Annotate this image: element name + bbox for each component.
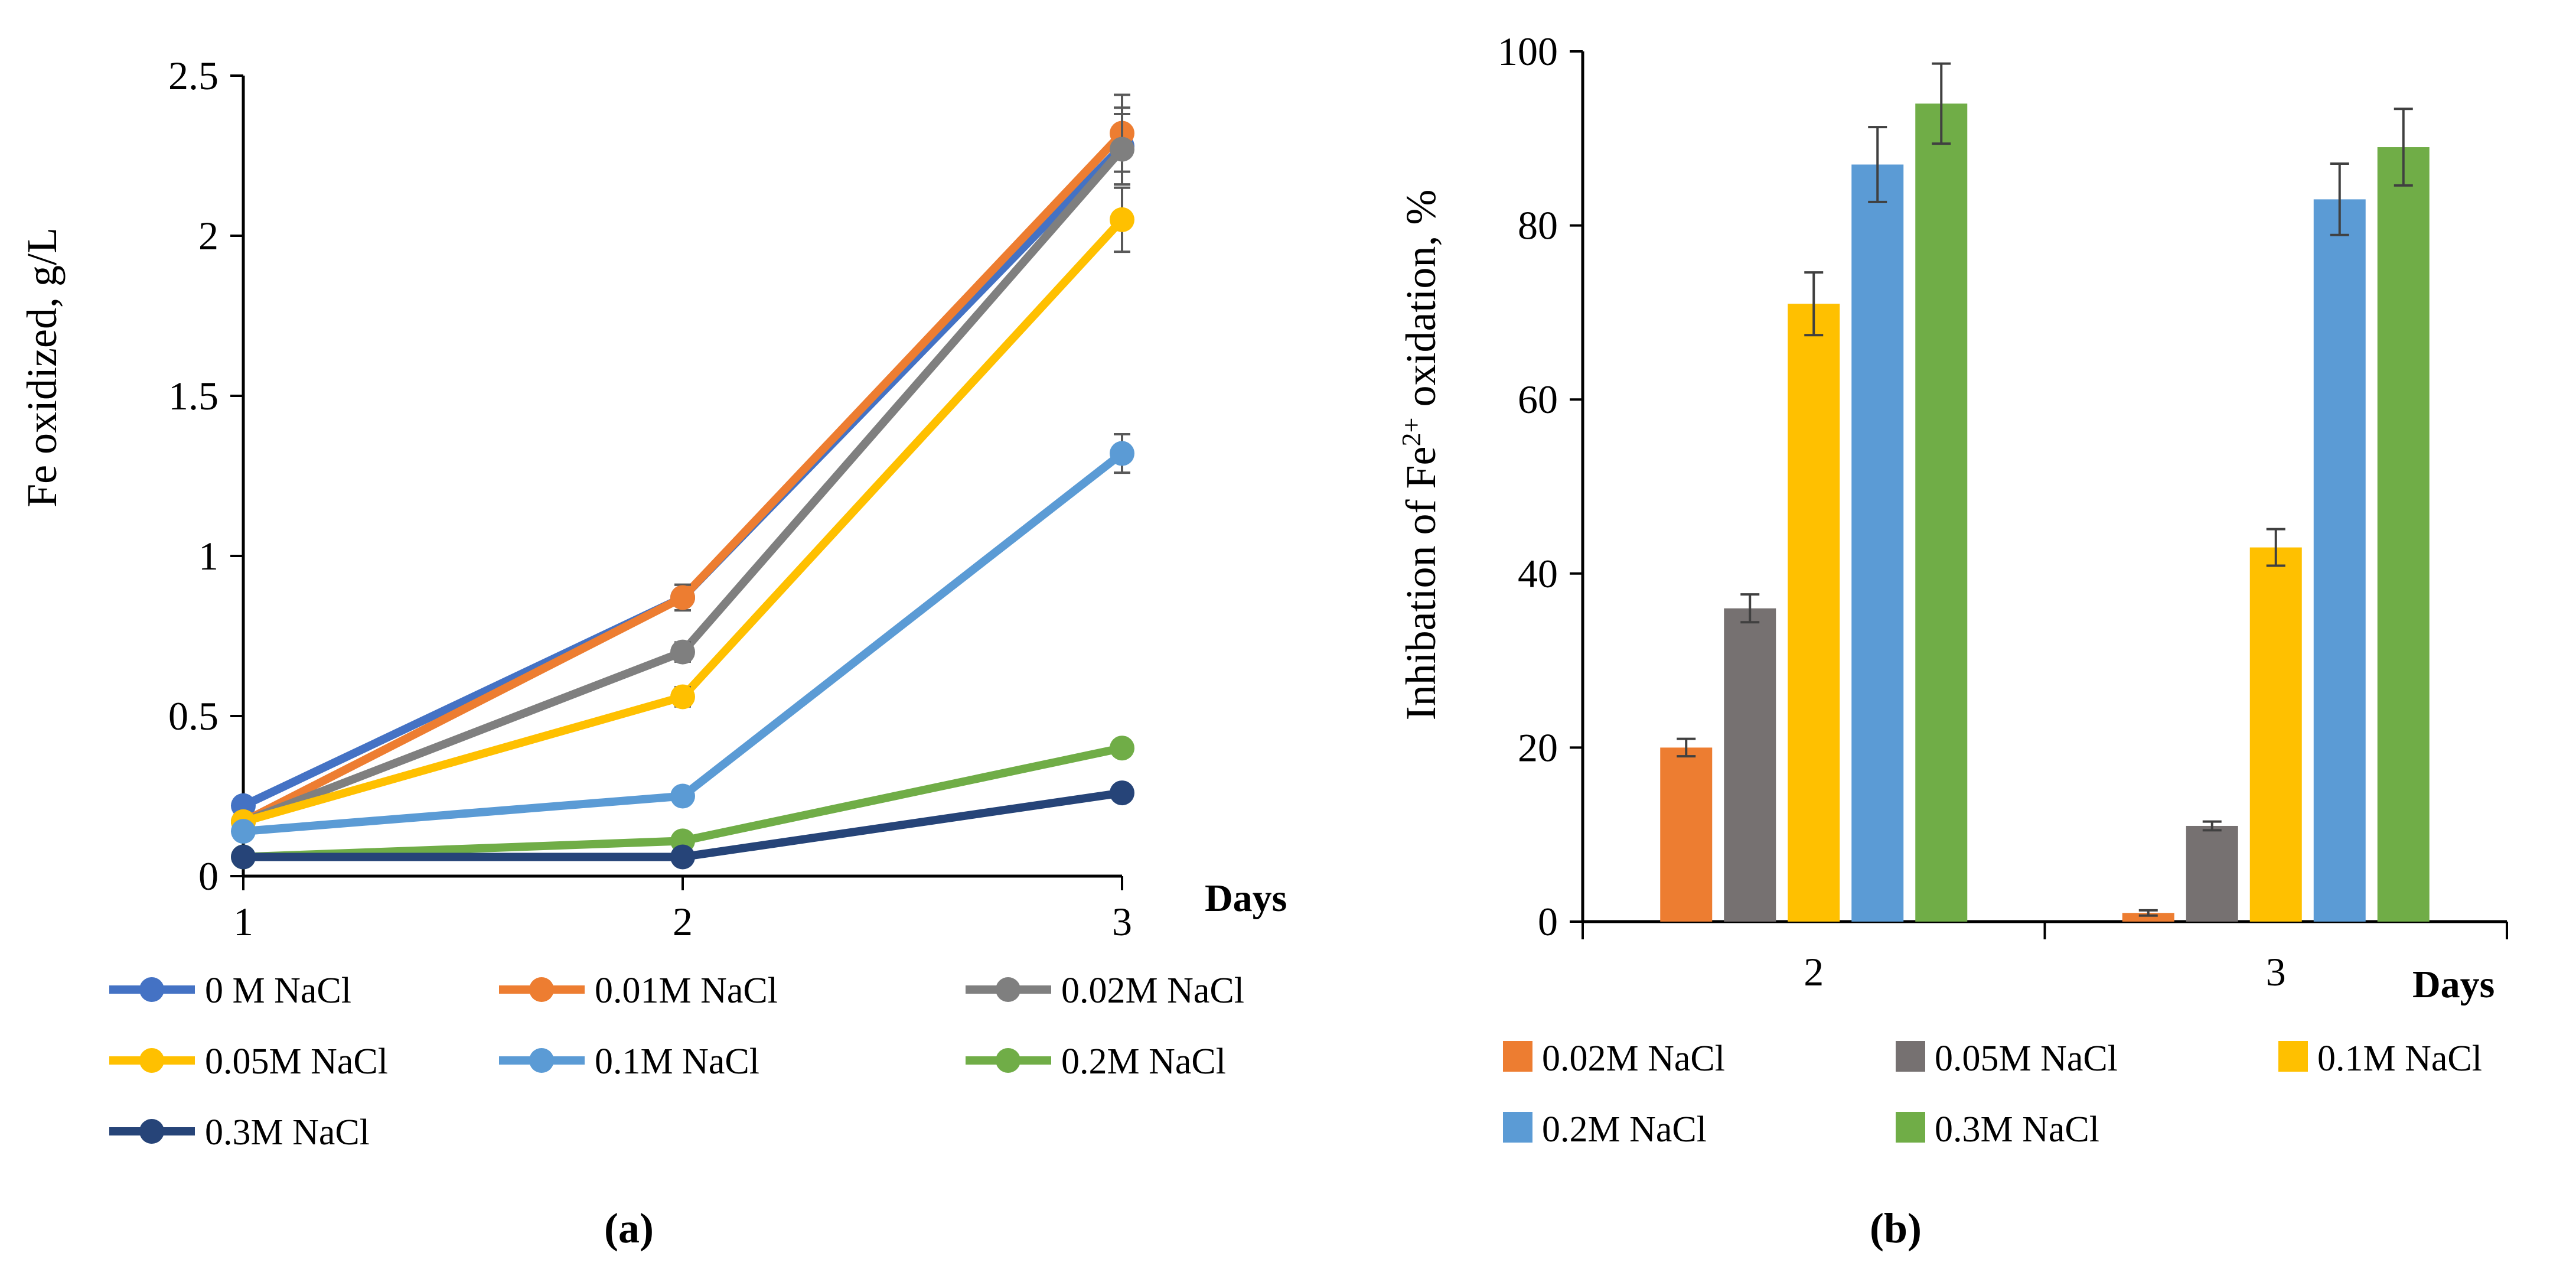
panel-b-caption: (b) — [1870, 1205, 1922, 1252]
panel-a-legend-label: 0.1M NaCl — [595, 1042, 759, 1082]
panel-b-legend-label: 0.2M NaCl — [1542, 1109, 1707, 1150]
panel-b-x-axis-title: Days — [2412, 963, 2495, 1006]
panel-b-legend-label: 0.02M NaCl — [1542, 1039, 1725, 1079]
panel-a-series-line — [241, 130, 1126, 826]
panel-b-legend-swatch — [1896, 1041, 1925, 1072]
panel-a-legend-item: 0.1M NaCl — [499, 1042, 759, 1082]
panel-a-x-tick-label: 1 — [233, 899, 253, 944]
panel-a-series — [231, 106, 1134, 818]
panel-b-y-tick-label: 20 — [1518, 725, 1558, 770]
panel-b-y-tick-label: 0 — [1538, 899, 1558, 944]
panel-a-series — [231, 780, 1134, 870]
panel-a-legend-marker — [996, 977, 1020, 1002]
panel-a-legend-marker — [996, 1048, 1020, 1073]
panel-a-legend-marker — [139, 1119, 164, 1144]
panel-b-y-tick-label: 80 — [1518, 203, 1558, 248]
panel-a-data-point — [231, 819, 256, 844]
panel-a-caption: (a) — [604, 1205, 654, 1252]
panel-a-series-line — [242, 147, 1126, 826]
panel-b-bar — [2186, 825, 2238, 922]
panel-a-legend-label: 0 M NaCl — [205, 971, 351, 1011]
panel-b-y-axis-title-main: Inhibation of Fe — [1397, 446, 1444, 720]
panel-a-y-tick-label: 0 — [198, 854, 219, 899]
panel-b-y-axis-title-tail: oxidation, % — [1397, 190, 1444, 418]
panel-b-y-axis-title: Inhibation of Fe2+ oxidation, % — [1396, 190, 1445, 721]
panel-b-legend-swatch — [1503, 1041, 1532, 1072]
panel-a-y-tick-label: 1.5 — [168, 373, 219, 418]
panel-a-legend-item: 0.3M NaCl — [109, 1112, 370, 1153]
panel-a-data-point — [670, 783, 695, 809]
panel-a-y-tick-label: 1 — [198, 533, 219, 578]
panel-a-data-point — [670, 639, 695, 665]
panel-a-y-tick-label: 2.5 — [168, 53, 219, 98]
panel-a-y-tick-label: 0.5 — [168, 694, 219, 738]
panel-a-series — [231, 433, 1134, 844]
panel-a-legend-item: 0.01M NaCl — [499, 971, 778, 1011]
panel-a-data-point — [670, 585, 695, 610]
panel-b-legend-item: 0.2M NaCl — [1503, 1109, 1707, 1150]
panel-b-bar — [2377, 147, 2430, 922]
panel-b-bar — [1788, 304, 1840, 922]
panel-a-data-point — [1110, 207, 1134, 232]
panel-b-y-tick-label: 100 — [1498, 29, 1558, 74]
panel-b-y-tick-label: 40 — [1518, 551, 1558, 596]
panel-b-legend-swatch — [2278, 1041, 2308, 1072]
panel-a-series — [231, 113, 1134, 834]
panel-b-bar — [2122, 913, 2174, 922]
panel-b-bar — [2249, 547, 2302, 922]
panel-a-x-tick-label: 2 — [673, 899, 693, 944]
panel-b-legend-item: 0.02M NaCl — [1503, 1039, 1725, 1079]
panel-b-legend-item: 0.05M NaCl — [1896, 1039, 2118, 1079]
panel-a-y-axis-title: Fe oxidized, g/L — [18, 227, 66, 507]
panel-b-bar — [1915, 103, 1968, 922]
panel-a-legend-marker — [529, 1048, 554, 1073]
panel-b-legend-label: 0.3M NaCl — [1935, 1109, 2099, 1150]
panel-b-legend-label: 0.1M NaCl — [2317, 1039, 2482, 1079]
panel-a-legend-label: 0.02M NaCl — [1061, 971, 1244, 1011]
panel-a-series — [231, 186, 1134, 834]
panel-a-legend-label: 0.3M NaCl — [205, 1112, 370, 1153]
panel-b-bar — [1851, 164, 1904, 922]
panel-b-y-axis-title-superscript: 2+ — [1396, 418, 1426, 447]
panel-b-x-tick-label: 2 — [1804, 949, 1824, 994]
panel-b-bar — [2313, 199, 2366, 922]
panel-a-y-tick-label: 2 — [198, 213, 219, 258]
panel-a-legend-label: 0.05M NaCl — [205, 1042, 388, 1082]
panel-a-legend-label: 0.2M NaCl — [1061, 1042, 1226, 1082]
panel-b-bar-chart: Inhibation of Fe2+ oxidation, % Days (b)… — [1396, 29, 2508, 1252]
panel-a-data-point — [1110, 441, 1134, 466]
panel-b-legend-label: 0.05M NaCl — [1935, 1039, 2118, 1079]
panel-b-legend-swatch — [1503, 1112, 1532, 1143]
panel-a-legend-marker — [139, 1048, 164, 1073]
panel-b-x-tick-label: 3 — [2266, 949, 2286, 994]
panel-a-data-point — [670, 844, 695, 870]
panel-a-data-point — [1110, 136, 1134, 162]
panel-a-series — [231, 93, 1134, 834]
panel-a-legend-label: 0.01M NaCl — [595, 971, 778, 1011]
panel-a-legend-item: 0 M NaCl — [109, 971, 351, 1011]
panel-b-y-tick-label: 60 — [1518, 377, 1558, 422]
panel-a-x-axis-title: Days — [1205, 877, 1287, 920]
panel-a-x-tick-label: 3 — [1112, 899, 1132, 944]
panel-a-data-point — [1110, 780, 1134, 806]
panel-a-legend-marker — [529, 977, 554, 1002]
panel-a-legend-item: 0.2M NaCl — [966, 1042, 1226, 1082]
panel-a-data-point — [1110, 736, 1134, 761]
panel-b-legend-item: 0.3M NaCl — [1896, 1109, 2099, 1150]
panel-a-series-line — [242, 217, 1126, 826]
panel-a-legend-marker — [139, 977, 164, 1002]
panel-b-legend-item: 0.1M NaCl — [2278, 1039, 2482, 1079]
panel-b-bar — [1660, 747, 1713, 922]
panel-a-legend-item: 0.02M NaCl — [966, 971, 1244, 1011]
panel-b-legend-swatch — [1896, 1112, 1925, 1143]
panel-a-data-point — [670, 684, 695, 710]
panel-a-line-chart: Fe oxidized, g/L Days (a) 0 0.5 1 1.5 2 2.5 1 2… — [18, 53, 1287, 1252]
panel-a-legend-item: 0.05M NaCl — [109, 1042, 388, 1082]
panel-a-data-point — [231, 844, 256, 870]
panel-b-bar — [1724, 608, 1776, 922]
